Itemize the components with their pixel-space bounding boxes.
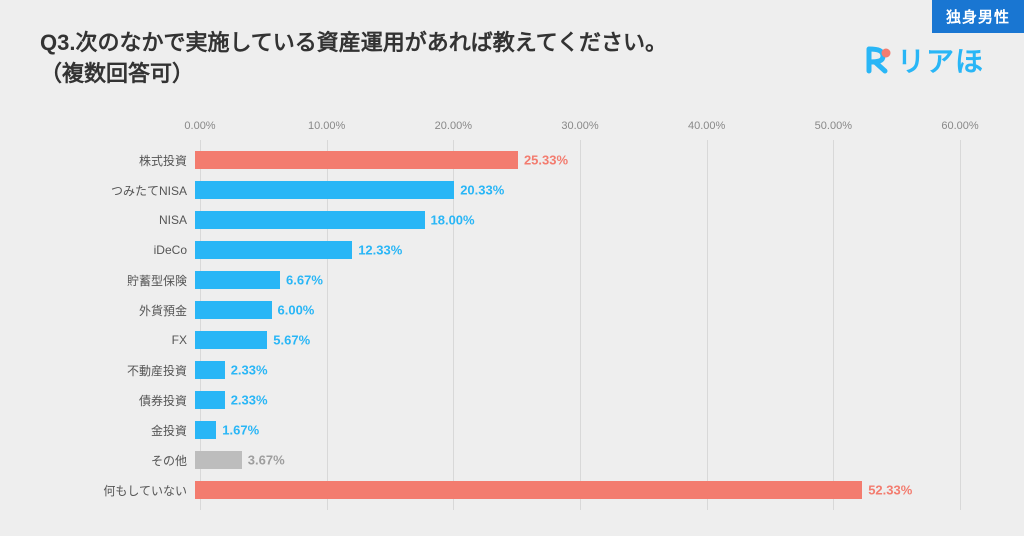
bar-value: 6.67%: [280, 273, 323, 288]
chart-row: 株式投資 25.33%: [80, 145, 960, 175]
bar: [195, 151, 518, 169]
x-axis-tick: 60.00%: [941, 120, 978, 132]
chart-row: FX 5.67%: [80, 325, 960, 355]
question-title: Q3.次のなかで実施している資産運用があれば教えてください。 （複数回答可）: [40, 28, 667, 90]
chart-row: 債券投資 2.33%: [80, 385, 960, 415]
bar-area: 6.00%: [195, 301, 960, 319]
bar: [195, 241, 352, 259]
chart-row: 貯蓄型保険 6.67%: [80, 265, 960, 295]
chart-row: NISA 18.00%: [80, 205, 960, 235]
bar-value: 20.33%: [454, 183, 504, 198]
bar-area: 2.33%: [195, 361, 960, 379]
x-axis-tick: 10.00%: [308, 120, 345, 132]
bar-area: 5.67%: [195, 331, 960, 349]
bar-value: 3.67%: [242, 453, 285, 468]
bar: [195, 391, 225, 409]
bar: [195, 451, 242, 469]
chart-row: つみたてNISA 20.33%: [80, 175, 960, 205]
grid-line: [960, 140, 961, 510]
chart-row: 金投資 1.67%: [80, 415, 960, 445]
chart-row: 不動産投資 2.33%: [80, 355, 960, 385]
category-label: 金投資: [80, 422, 195, 439]
x-axis-labels: 0.00%10.00%20.00%30.00%40.00%50.00%60.00…: [200, 120, 960, 140]
bar: [195, 421, 216, 439]
bar: [195, 211, 425, 229]
chart-rows: 株式投資 25.33% つみたてNISA 20.33% NISA 18.00% iDeCo 1…: [80, 145, 960, 505]
chart-row: 外貨預金 6.00%: [80, 295, 960, 325]
category-label: 債券投資: [80, 392, 195, 409]
bar-area: 52.33%: [195, 481, 960, 499]
category-label: NISA: [80, 213, 195, 227]
title-line2: （複数回答可）: [40, 61, 194, 86]
demographic-badge: 独身男性: [932, 0, 1024, 33]
bar-value: 1.67%: [216, 423, 259, 438]
bar-value: 2.33%: [225, 393, 268, 408]
bar-value: 12.33%: [352, 243, 402, 258]
bar: [195, 481, 862, 499]
x-axis-tick: 20.00%: [435, 120, 472, 132]
title-line1: Q3.次のなかで実施している資産運用があれば教えてください。: [40, 30, 667, 55]
chart-row: その他 3.67%: [80, 445, 960, 475]
category-label: 何もしていない: [80, 482, 195, 499]
x-axis-tick: 50.00%: [815, 120, 852, 132]
bar-value: 25.33%: [518, 153, 568, 168]
category-label: 株式投資: [80, 152, 195, 169]
bar-area: 18.00%: [195, 211, 960, 229]
bar-value: 5.67%: [267, 333, 310, 348]
bar-area: 3.67%: [195, 451, 960, 469]
bar: [195, 361, 225, 379]
bar: [195, 181, 454, 199]
x-axis-tick: 30.00%: [561, 120, 598, 132]
bar-value: 18.00%: [425, 213, 475, 228]
logo-icon: [863, 45, 893, 75]
x-axis-tick: 40.00%: [688, 120, 725, 132]
category-label: 貯蓄型保険: [80, 272, 195, 289]
bar-area: 20.33%: [195, 181, 960, 199]
logo-text: リアほ: [897, 40, 984, 80]
chart-row: 何もしていない 52.33%: [80, 475, 960, 505]
category-label: 不動産投資: [80, 362, 195, 379]
brand-logo: リアほ: [863, 40, 984, 80]
chart-row: iDeCo 12.33%: [80, 235, 960, 265]
bar-value: 6.00%: [272, 303, 315, 318]
bar: [195, 331, 267, 349]
bar-area: 25.33%: [195, 151, 960, 169]
bar-area: 1.67%: [195, 421, 960, 439]
category-label: FX: [80, 333, 195, 347]
category-label: 外貨預金: [80, 302, 195, 319]
category-label: iDeCo: [80, 243, 195, 257]
bar: [195, 271, 280, 289]
bar-area: 12.33%: [195, 241, 960, 259]
bar-area: 6.67%: [195, 271, 960, 289]
bar: [195, 301, 272, 319]
bar-area: 2.33%: [195, 391, 960, 409]
category-label: その他: [80, 452, 195, 469]
category-label: つみたてNISA: [80, 182, 195, 199]
bar-value: 52.33%: [862, 483, 912, 498]
bar-chart: 0.00%10.00%20.00%30.00%40.00%50.00%60.00…: [80, 120, 960, 510]
x-axis-tick: 0.00%: [184, 120, 215, 132]
bar-value: 2.33%: [225, 363, 268, 378]
